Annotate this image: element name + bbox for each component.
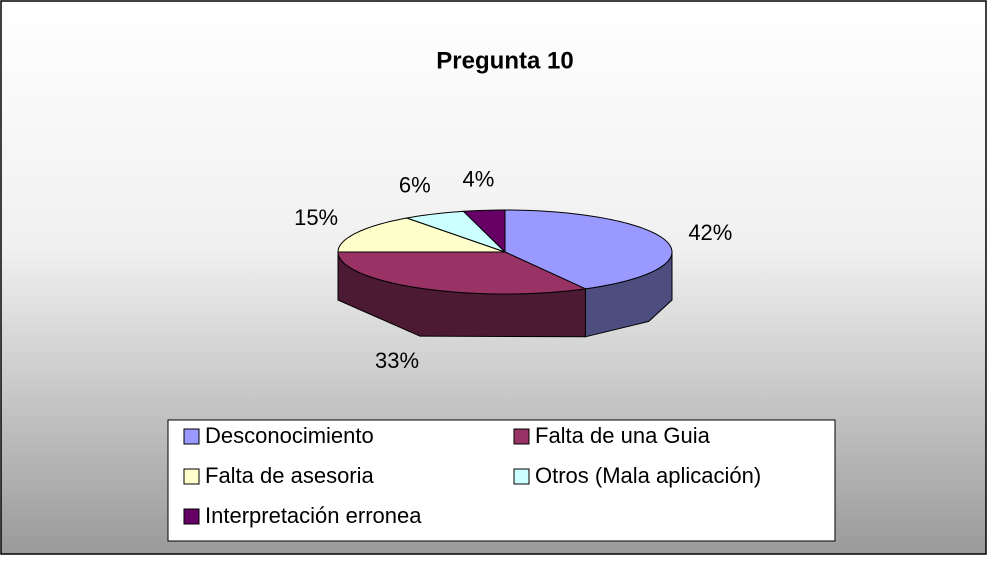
legend-label: Falta de asesoria [205, 463, 375, 488]
data-label: 4% [463, 166, 495, 191]
legend-swatch [513, 468, 530, 485]
data-label: 6% [399, 173, 431, 198]
legend-swatch [183, 428, 200, 445]
pie-slice [462, 209, 506, 254]
legend-label: Desconocimiento [205, 423, 374, 448]
legend-swatch [183, 468, 200, 485]
legend-label: Interpretación erronea [205, 503, 422, 528]
legend-label: Falta de una Guia [535, 423, 711, 448]
data-label: 33% [375, 348, 419, 373]
chart-title: Pregunta 10 [436, 47, 573, 74]
data-label: 15% [294, 205, 338, 230]
legend-label: Otros (Mala aplicación) [535, 463, 761, 488]
legend-box [167, 419, 836, 542]
pie-slice [337, 217, 506, 253]
pie-slice [337, 251, 588, 295]
pie-slice [504, 209, 673, 290]
legend-swatch [513, 428, 530, 445]
data-label: 42% [688, 220, 732, 245]
pie-slice [404, 210, 506, 253]
legend-swatch [183, 508, 200, 525]
